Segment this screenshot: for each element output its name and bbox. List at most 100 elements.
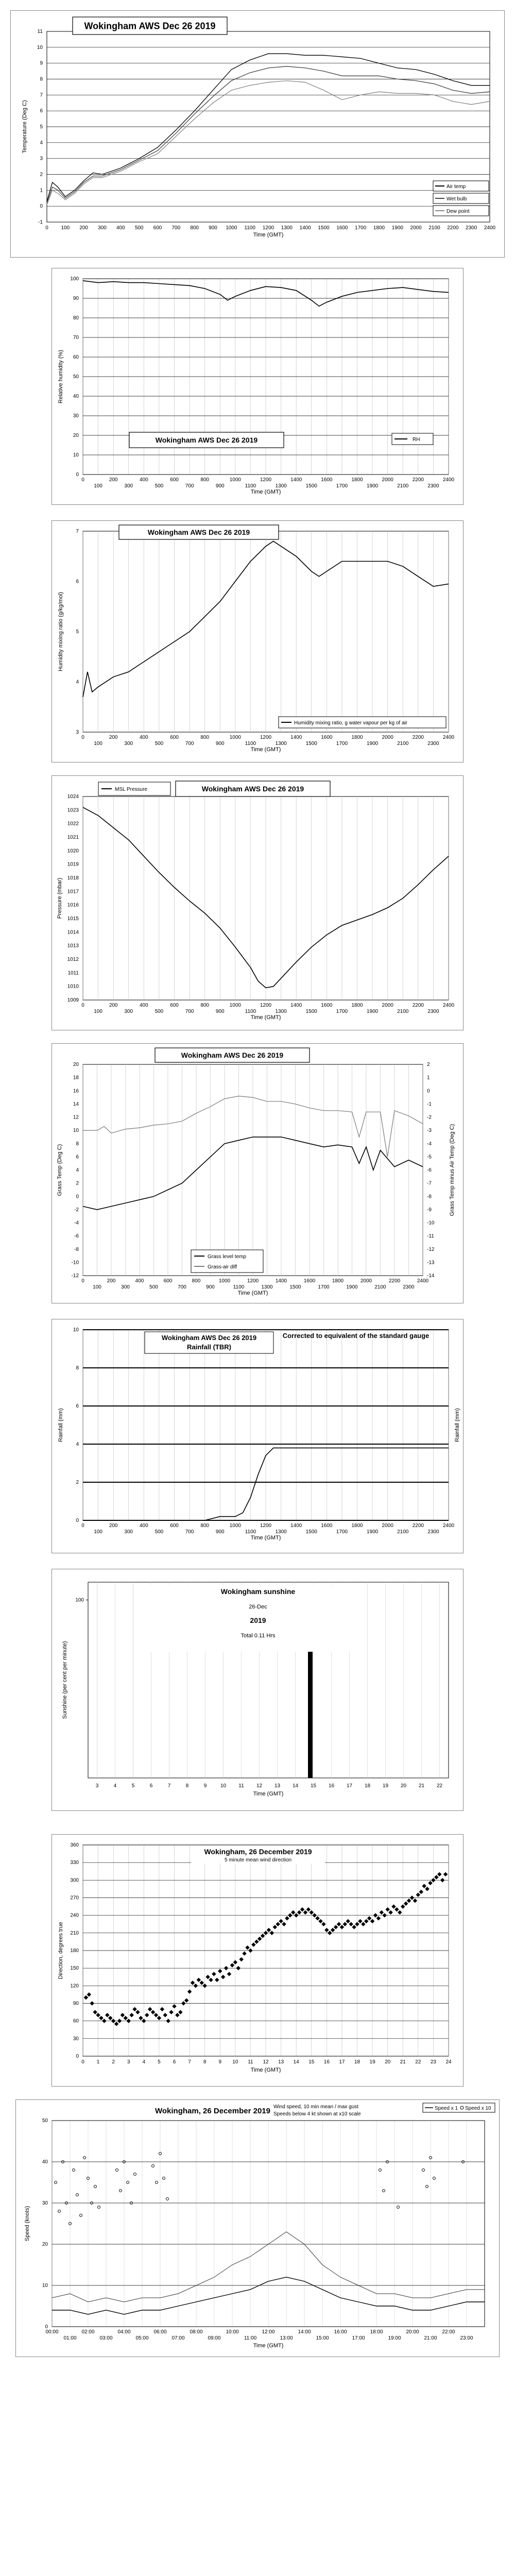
grass-air-diff-line <box>83 1095 423 1157</box>
x-tick-label-top: 1400 <box>290 1003 302 1008</box>
direction-point-33 <box>184 1998 189 2003</box>
y-tick-label: 20 <box>73 433 79 438</box>
y-tick-label-right: 1 <box>427 1075 430 1081</box>
legend-box-0 <box>433 180 489 192</box>
y-tick-label: 1016 <box>67 903 79 908</box>
x-tick-label-bottom: 2100 <box>397 741 409 747</box>
x10-point-25 <box>382 2189 385 2192</box>
x10-point-8 <box>83 2156 86 2159</box>
x-tick-label-top: 1600 <box>321 1523 333 1529</box>
x-tick-label: 10 <box>232 2059 238 2065</box>
x-tick-label-top: 1400 <box>290 477 302 483</box>
y-tick-label: 80 <box>73 315 79 321</box>
x-tick-label-bottom: 1700 <box>336 741 348 747</box>
x-tick-label-top: 1000 <box>230 1523 242 1529</box>
x-tick-label-bottom: 100 <box>94 1009 102 1014</box>
x-tick-label: 1600 <box>336 225 348 231</box>
x-tick-label: 2 <box>112 2059 115 2065</box>
x10-point-27 <box>397 2206 400 2209</box>
direction-point-42 <box>212 1972 216 1976</box>
y-tick-label: 330 <box>70 1860 79 1866</box>
rainfall-series-line <box>83 1447 449 1521</box>
y-tick-label-right: -6 <box>427 1167 432 1173</box>
y-tick-label: 1 <box>40 188 43 193</box>
x-tick-label-bottom: 1100 <box>245 1529 256 1535</box>
x-tick-label-top: 600 <box>170 735 179 740</box>
x10-point-12 <box>97 2206 100 2209</box>
x10-point-18 <box>133 2173 136 2176</box>
x-tick-label-bottom: 23:00 <box>460 2335 473 2341</box>
y-tick-label: 210 <box>70 1930 79 1936</box>
x-axis-title: Time (GMT) <box>251 1535 281 1541</box>
x-tick-label-bottom: 13:00 <box>280 2335 293 2341</box>
x-axis-title: Time (GMT) <box>251 1014 281 1021</box>
y-tick-label: 270 <box>70 1895 79 1901</box>
x-tick-label-bottom: 300 <box>124 483 133 489</box>
y-tick-label: 1013 <box>67 943 79 949</box>
legend-label-0: Air temp <box>447 184 466 190</box>
x10-point-7 <box>79 2214 82 2217</box>
y-tick-label-left: 0 <box>76 1194 79 1199</box>
x-tick-label: 12 <box>263 2059 269 2065</box>
chart-title: Wokingham AWS Dec 26 2019 <box>148 528 250 536</box>
temperature-chart-panel: -1 0 1 2 3 4 5 6 7 8 9 10 11 0 100 200 300 400 500 600 700 80… <box>10 10 505 258</box>
y-tick-label: 100 <box>75 1598 84 1603</box>
chart-title-box <box>72 16 228 35</box>
grass-temp-chart-panel: 0 200 400 600 800 1000 1200 1400 1600 1800 2000 220… <box>52 1043 464 1303</box>
y-tick-label-left: -6 <box>74 1233 79 1239</box>
x10-point-1 <box>58 2210 61 2213</box>
direction-point-94 <box>370 1919 375 1924</box>
y-tick-label: 4 <box>76 680 79 685</box>
direction-point-40 <box>205 1975 210 1979</box>
y-tick-label: 7 <box>76 529 79 534</box>
x-tick-label: 8 <box>186 1783 189 1789</box>
x-tick-label-top: 600 <box>164 1278 173 1284</box>
x-tick-label: 13 <box>274 1783 281 1789</box>
y-tick-label-right: -12 <box>427 1247 435 1252</box>
chart-title-box <box>144 1331 274 1354</box>
x-tick-label-top: 10:00 <box>226 2329 238 2335</box>
y-axis-title-right: Grass Temp minus Air Temp (Deg C) <box>449 1124 455 1216</box>
direction-point-116 <box>437 1872 442 1877</box>
x-tick-label: 2100 <box>428 225 440 231</box>
x-tick-label-bottom: 1900 <box>367 1529 379 1535</box>
x-axis-title: Time (GMT) <box>253 1791 284 1797</box>
x-tick-label: 200 <box>79 225 88 231</box>
x10-point-24 <box>379 2168 382 2172</box>
x-tick-label-top: 16:00 <box>334 2329 347 2335</box>
direction-point-45 <box>220 1975 226 1979</box>
y-tick-label: 6 <box>40 108 43 114</box>
y-tick-label-right: -10 <box>427 1221 435 1226</box>
y-tick-label: 30 <box>42 2200 48 2206</box>
x-axis-title: Time (GMT) <box>251 2067 281 2073</box>
x-tick-label-top: 1200 <box>247 1278 259 1284</box>
x-tick-label-top: 800 <box>192 1278 201 1284</box>
x-tick-label-bottom: 2300 <box>427 1529 439 1535</box>
x-tick-label: 6 <box>150 1783 153 1789</box>
chart-title-box <box>145 1585 351 1652</box>
series-line-1 <box>46 66 490 204</box>
x10-point-2 <box>61 2160 64 2163</box>
x10-point-9 <box>87 2177 90 2180</box>
x-tick-label: 18 <box>354 2059 360 2065</box>
y-tick-label: 90 <box>73 296 79 301</box>
chart-title: Wokingham AWS Dec 26 2019 <box>181 1051 284 1059</box>
y-tick-label: 1014 <box>67 929 79 935</box>
x-tick-label-top: 0 <box>81 1003 84 1008</box>
chart-title-box <box>191 1846 325 1863</box>
x-tick-label: 12 <box>256 1783 263 1789</box>
y-tick-label: 2 <box>40 172 43 178</box>
y-tick-label-left: 16 <box>73 1088 79 1094</box>
x-tick-label-top: 2400 <box>417 1278 429 1284</box>
y-axis-title: Temperature (Deg C) <box>22 100 28 153</box>
x-tick-label: 16 <box>324 2059 330 2065</box>
x-tick-label: 22 <box>437 1783 443 1789</box>
x-tick-label-bottom: 07:00 <box>171 2335 184 2341</box>
x-tick-label: 3 <box>127 2059 130 2065</box>
y-tick-label-right: -13 <box>427 1260 435 1265</box>
direction-point-88 <box>352 1925 356 1929</box>
x-tick-label-bottom: 21:00 <box>424 2335 437 2341</box>
x-tick-label: 8 <box>203 2059 207 2065</box>
x-tick-label-top: 2000 <box>382 735 394 740</box>
x-tick-label-bottom: 500 <box>149 1284 158 1290</box>
